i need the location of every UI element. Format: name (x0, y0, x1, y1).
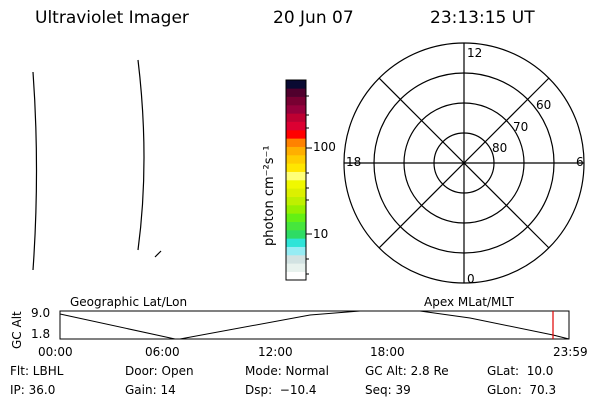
colorbar-band (286, 113, 306, 122)
geographic-label: Geographic Lat/Lon (70, 295, 188, 309)
colorbar-band (286, 121, 306, 131)
apex-label: Apex MLat/MLT (424, 295, 514, 309)
colorbar-band (286, 221, 306, 231)
mlt-label-6: 6 (576, 155, 584, 169)
colorbar-tick: 100 (313, 140, 336, 154)
lat-lon-arc (154, 250, 162, 258)
timeline-plot (59, 310, 570, 340)
xtick: 18:00 (370, 345, 405, 359)
time-label: 23:13:15 UT (430, 8, 535, 28)
lat-lon-arc (137, 59, 145, 251)
colorbar-band (286, 155, 306, 164)
mlt-label-0: 0 (467, 272, 475, 286)
colorbar-band (286, 205, 306, 214)
instrument-title: Ultraviolet Imager (35, 8, 189, 28)
colorbar-tick: 10 (313, 227, 329, 241)
mlt-label-18: 18 (346, 155, 362, 169)
colorbar-band (286, 88, 306, 97)
lat-label-80: 80 (492, 141, 508, 155)
colorbar-band (286, 263, 306, 272)
colorbar-label: photon cm⁻²s⁻¹ (262, 145, 277, 246)
date-label: 20 Jun 07 (273, 8, 354, 28)
ip-status: IP: 36.0 (10, 383, 56, 397)
ytick: 1.8 (31, 327, 51, 341)
mlt-label-12: 12 (467, 46, 483, 60)
colorbar-band (286, 230, 306, 239)
gain-status: Gain: 14 (125, 383, 176, 397)
colorbar-band (286, 255, 306, 264)
colorbar (285, 79, 312, 281)
colorbar-band (286, 188, 306, 197)
glat-status: GLat: 10.0 (487, 364, 554, 378)
colorbar-band (286, 213, 306, 222)
xtick: 12:00 (258, 345, 293, 359)
seq-status: Seq: 39 (365, 383, 411, 397)
colorbar-band (286, 138, 306, 147)
colorbar-band (286, 146, 306, 156)
xtick: 00:00 (38, 345, 73, 359)
altitude-curve (59, 310, 570, 340)
xtick: 06:00 (145, 345, 180, 359)
lat-label-70: 70 (513, 120, 529, 134)
ytick: 9.0 (31, 306, 51, 320)
colorbar-band (286, 180, 306, 189)
colorbar-band (286, 80, 306, 89)
geographic-image-panel (32, 59, 162, 271)
colorbar-band (286, 271, 306, 281)
colorbar-band (286, 246, 306, 256)
lat-label-60: 60 (536, 98, 552, 112)
glon-status: GLon: 70.3 (487, 383, 557, 397)
polar-grid (343, 42, 585, 284)
colorbar-band (286, 96, 306, 106)
colorbar-band (286, 238, 306, 247)
colorbar-band (286, 171, 306, 181)
xtick: 23:59 (553, 345, 588, 359)
dsp-status: Dsp: −10.4 (245, 383, 317, 397)
mode-status: Mode: Normal (245, 364, 329, 378)
colorbar-band (286, 163, 306, 172)
timeline-ylabel: GC Alt (10, 311, 24, 349)
colorbar-band (286, 105, 306, 114)
colorbar-band (286, 196, 306, 206)
lat-lon-arc (32, 71, 38, 271)
filter-status: Flt: LBHL (10, 364, 64, 378)
colorbar-band (286, 130, 306, 139)
gc-alt-status: GC Alt: 2.8 Re (365, 364, 449, 378)
door-status: Door: Open (125, 364, 194, 378)
colorbar-frame (285, 79, 307, 281)
